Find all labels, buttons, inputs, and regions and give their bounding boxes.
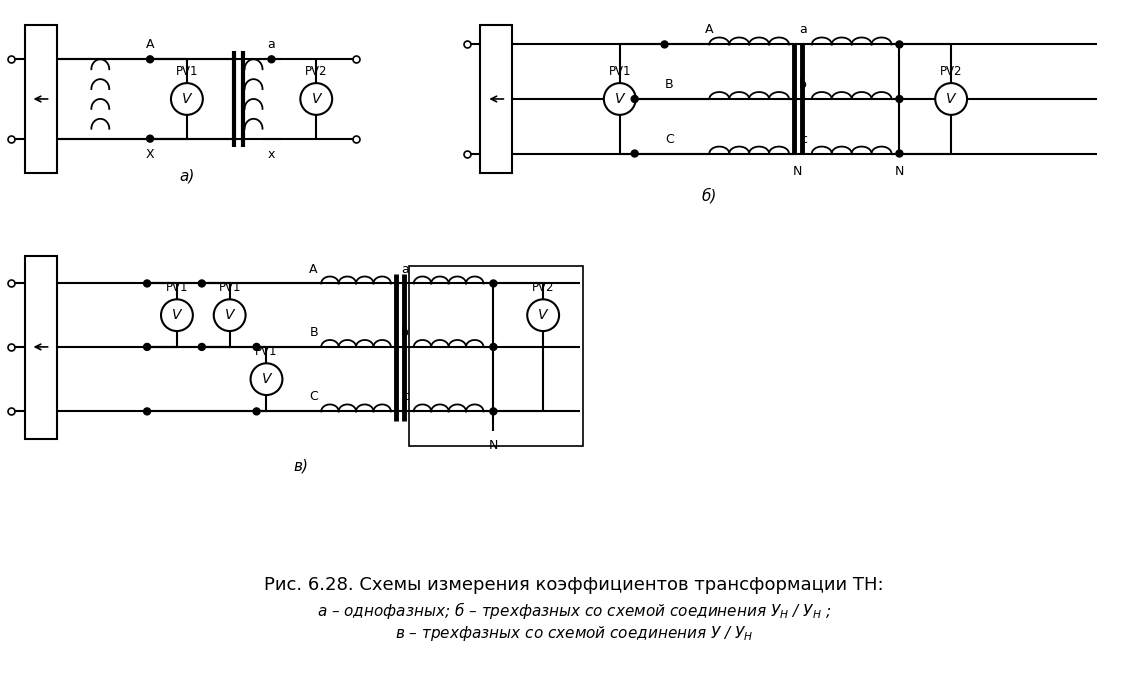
Text: N: N bbox=[793, 165, 802, 178]
Text: V: V bbox=[172, 308, 181, 322]
Text: в): в) bbox=[294, 459, 309, 474]
Text: c: c bbox=[402, 390, 409, 404]
Circle shape bbox=[199, 280, 205, 287]
Bar bbox=[24, 24, 56, 173]
Bar bbox=[409, 265, 583, 446]
Circle shape bbox=[895, 95, 902, 103]
Circle shape bbox=[147, 56, 154, 63]
Text: x: x bbox=[267, 148, 276, 161]
Text: V: V bbox=[946, 92, 956, 106]
Circle shape bbox=[631, 95, 638, 103]
Text: PV1: PV1 bbox=[218, 281, 241, 294]
Circle shape bbox=[490, 344, 497, 350]
Circle shape bbox=[604, 83, 636, 115]
Text: V: V bbox=[615, 92, 625, 106]
Text: B: B bbox=[665, 78, 674, 91]
Circle shape bbox=[895, 41, 902, 48]
Circle shape bbox=[253, 408, 261, 415]
Text: PV1: PV1 bbox=[165, 281, 188, 294]
Circle shape bbox=[171, 83, 203, 115]
Text: A: A bbox=[309, 263, 318, 275]
Circle shape bbox=[490, 280, 497, 287]
Circle shape bbox=[250, 363, 282, 395]
Text: V: V bbox=[225, 308, 234, 322]
Circle shape bbox=[267, 56, 276, 63]
Text: N: N bbox=[489, 439, 498, 452]
Text: V: V bbox=[183, 92, 192, 106]
Circle shape bbox=[490, 408, 497, 415]
Text: C: C bbox=[665, 132, 674, 146]
Text: б): б) bbox=[701, 188, 718, 204]
Text: a: a bbox=[799, 24, 807, 36]
Text: PV2: PV2 bbox=[940, 65, 962, 78]
Text: X: X bbox=[146, 148, 154, 161]
Text: A: A bbox=[705, 24, 714, 36]
Text: Рис. 6.28. Схемы измерения коэффициентов трансформации ТН:: Рис. 6.28. Схемы измерения коэффициентов… bbox=[264, 576, 884, 594]
Text: V: V bbox=[262, 372, 271, 386]
Text: c: c bbox=[800, 132, 807, 146]
Text: а): а) bbox=[179, 168, 194, 184]
Circle shape bbox=[301, 83, 332, 115]
Text: PV1: PV1 bbox=[255, 345, 278, 358]
Circle shape bbox=[144, 344, 150, 350]
Text: N: N bbox=[894, 165, 905, 178]
Text: PV2: PV2 bbox=[305, 65, 327, 78]
Circle shape bbox=[661, 41, 668, 48]
Circle shape bbox=[144, 280, 150, 287]
Text: a: a bbox=[401, 263, 409, 275]
Circle shape bbox=[527, 299, 559, 331]
Text: b: b bbox=[799, 78, 807, 91]
Text: а – однофазных; б – трехфазных со схемой соединения У$_H$ / У$_H$ ;: а – однофазных; б – трехфазных со схемой… bbox=[317, 600, 831, 621]
Bar bbox=[481, 24, 512, 173]
Text: в – трехфазных со схемой соединения У / У$_H$: в – трехфазных со схемой соединения У / … bbox=[395, 624, 753, 643]
Text: b: b bbox=[401, 326, 409, 339]
Text: A: A bbox=[146, 38, 154, 51]
Circle shape bbox=[214, 299, 246, 331]
Circle shape bbox=[144, 408, 150, 415]
Circle shape bbox=[936, 83, 967, 115]
Text: C: C bbox=[309, 390, 318, 404]
Text: a: a bbox=[267, 38, 276, 51]
Text: V: V bbox=[538, 308, 548, 322]
Bar bbox=[24, 256, 56, 439]
Text: B: B bbox=[309, 326, 318, 339]
Circle shape bbox=[253, 344, 261, 350]
Text: V: V bbox=[311, 92, 321, 106]
Text: PV2: PV2 bbox=[532, 281, 554, 294]
Text: PV1: PV1 bbox=[176, 65, 199, 78]
Circle shape bbox=[895, 150, 902, 157]
Text: PV1: PV1 bbox=[608, 65, 631, 78]
Circle shape bbox=[631, 150, 638, 157]
Circle shape bbox=[161, 299, 193, 331]
Circle shape bbox=[147, 135, 154, 142]
Circle shape bbox=[199, 344, 205, 350]
